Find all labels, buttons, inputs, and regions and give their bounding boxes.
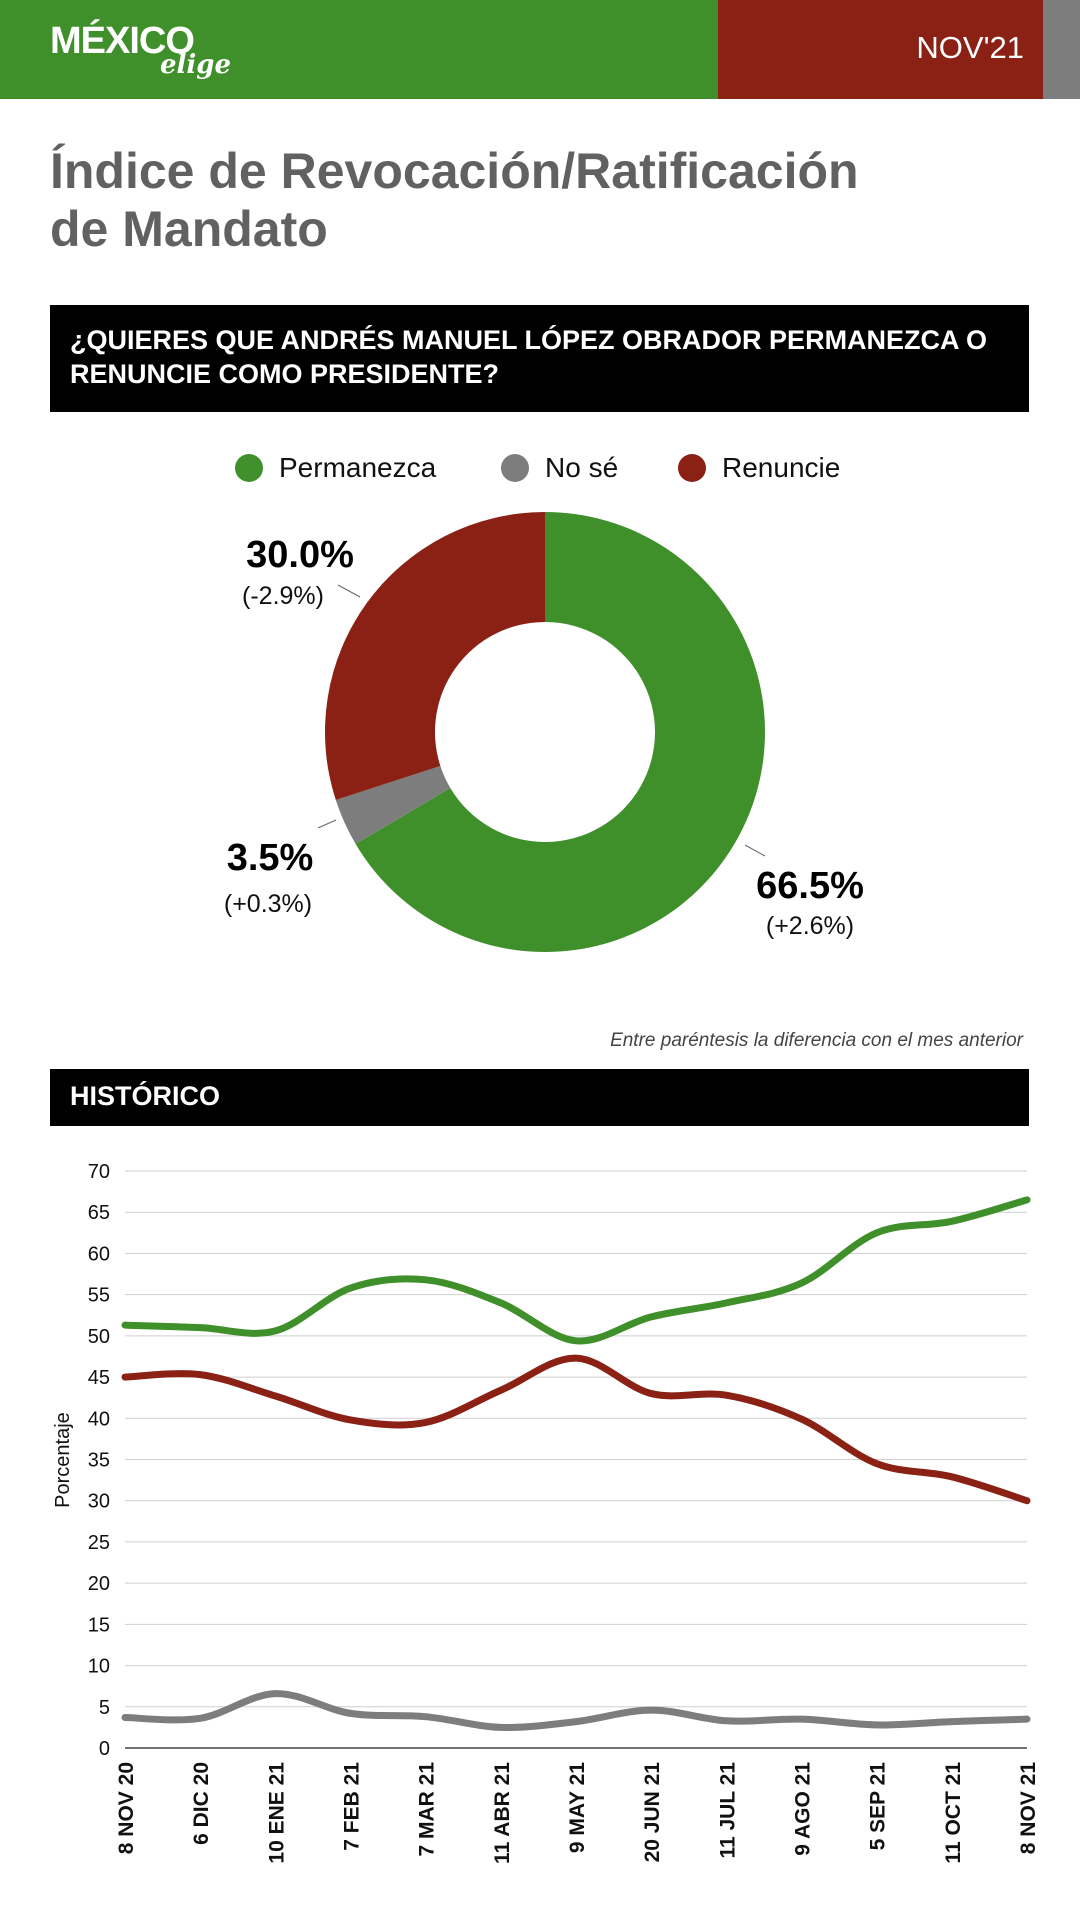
donut-change-permanezca: (+2.6%) <box>766 912 854 940</box>
legend-dot-renuncie <box>678 454 706 482</box>
header-banner: MÉXICO elige NOV'21 <box>0 0 1080 99</box>
donut-leader-permanezca <box>744 844 766 857</box>
y-tick-label: 10 <box>88 1656 110 1678</box>
donut-chart: 66.5% (+2.6%) 3.5% (+0.3%) 30.0% (-2.9%) <box>224 512 864 952</box>
x-tick-label: 8 NOV 20 <box>115 1762 138 1854</box>
page-title-line1: Índice de Revocación/Ratificación <box>50 143 859 199</box>
y-tick-label: 45 <box>88 1367 110 1389</box>
legend-item-renuncie: Renuncie <box>678 448 840 488</box>
logo-main-text: MÉXICO <box>50 20 195 62</box>
footnote: Entre paréntesis la diferencia con el me… <box>610 1030 1023 1051</box>
logo-sub-text: elige <box>160 50 232 80</box>
x-tick-label: 11 JUL 21 <box>716 1762 739 1859</box>
y-tick-label: 65 <box>88 1202 110 1224</box>
y-tick-label: 20 <box>88 1573 110 1595</box>
mexico-elige-logo: MÉXICO elige <box>50 20 250 82</box>
donut-value-permanezca: 66.5% <box>756 865 864 907</box>
donut-slice-renuncie <box>325 512 545 800</box>
x-tick-label: 9 AGO 21 <box>792 1762 815 1856</box>
legend-item-nose: No sé <box>501 448 618 488</box>
x-tick-label: 9 MAY 21 <box>566 1762 589 1853</box>
y-tick-label: 70 <box>88 1161 110 1183</box>
donut-change-renuncie: (-2.9%) <box>242 582 324 610</box>
legend-item-permanezca: Permanezca <box>235 448 436 488</box>
x-tick-label: 11 OCT 21 <box>942 1762 965 1864</box>
y-tick-label: 50 <box>88 1326 110 1348</box>
legend-label-renuncie: Renuncie <box>722 452 841 483</box>
question-line1: ¿QUIERES QUE ANDRÉS MANUEL LÓPEZ OBRADOR… <box>70 325 988 355</box>
donut-value-nose: 3.5% <box>227 837 314 879</box>
x-tick-label: 20 JUN 21 <box>641 1762 664 1863</box>
donut-change-nose: (+0.3%) <box>224 890 312 918</box>
question-banner: ¿QUIERES QUE ANDRÉS MANUEL LÓPEZ OBRADOR… <box>50 305 1029 412</box>
y-tick-label: 60 <box>88 1243 110 1265</box>
y-tick-label: 15 <box>88 1614 110 1636</box>
legend-label-nose: No sé <box>545 452 619 483</box>
legend-label-permanezca: Permanezca <box>279 452 437 483</box>
donut-slice-nose <box>335 765 451 844</box>
y-tick-label: 30 <box>88 1491 110 1513</box>
series-line-nose <box>121 1690 1031 1732</box>
y-axis-label: Porcentaje <box>52 1412 74 1508</box>
historico-title: HISTÓRICO <box>70 1081 221 1111</box>
donut-leader-renuncie <box>337 584 361 598</box>
header-gray-band <box>1043 0 1080 99</box>
x-tick-label: 7 FEB 21 <box>341 1762 364 1851</box>
x-tick-label: 7 MAR 21 <box>416 1762 439 1857</box>
y-tick-label: 35 <box>88 1450 110 1472</box>
x-tick-label: 5 SEP 21 <box>867 1762 890 1851</box>
donut-legend: Permanezca No sé Renuncie <box>0 448 1080 488</box>
series-line-permanezca <box>121 1196 1031 1345</box>
y-tick-label: 40 <box>88 1408 110 1430</box>
page-title: Índice de Revocación/Ratificación de Man… <box>50 142 1010 258</box>
question-line2: RENUNCIE COMO PRESIDENTE? <box>70 359 500 389</box>
legend-dot-nose <box>501 454 529 482</box>
y-tick-label: 0 <box>99 1738 110 1760</box>
report-date: NOV'21 <box>916 30 1024 65</box>
x-tick-label: 8 NOV 21 <box>1017 1762 1040 1855</box>
y-tick-label: 25 <box>88 1532 110 1554</box>
y-tick-label: 55 <box>88 1285 110 1307</box>
header-red-band <box>718 0 1043 99</box>
legend-dot-permanezca <box>235 454 263 482</box>
donut-value-renuncie: 30.0% <box>246 534 354 576</box>
donut-slice-permanezca <box>355 512 765 952</box>
x-tick-label: 11 ABR 21 <box>491 1762 514 1864</box>
header-green-band <box>0 0 718 99</box>
x-tick-label: 6 DIC 20 <box>190 1762 213 1845</box>
x-tick-label: 10 ENE 21 <box>265 1762 288 1864</box>
y-tick-label: 5 <box>99 1697 110 1719</box>
page-title-line2: de Mandato <box>50 201 328 257</box>
historico-banner: HISTÓRICO <box>50 1069 1029 1126</box>
series-line-renuncie <box>121 1354 1031 1505</box>
donut-leader-nose <box>317 819 337 829</box>
